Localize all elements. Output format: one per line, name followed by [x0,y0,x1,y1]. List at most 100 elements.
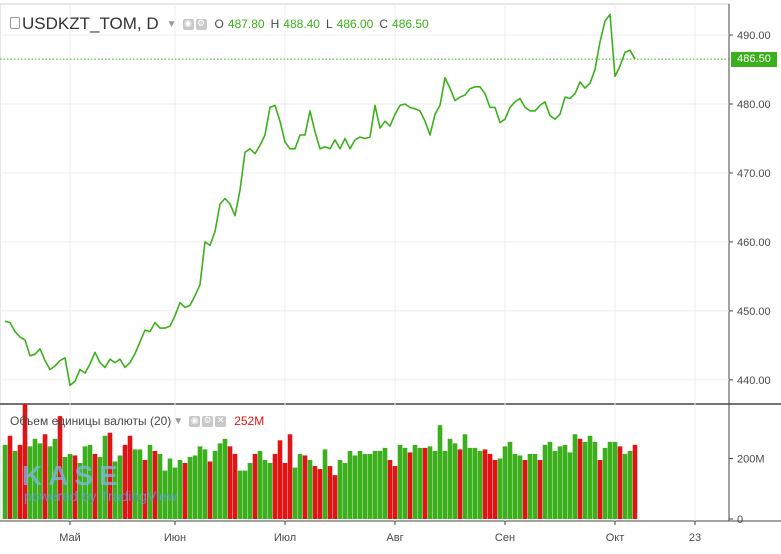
volume-bar [437,425,443,519]
volume-bar [452,443,458,519]
volume-bar [542,444,548,519]
symbol-title[interactable]: USDKZT_TOM, D [22,14,159,33]
volume-bar [182,463,188,519]
volume-bar [632,444,638,519]
volume-bar [422,447,428,519]
chart-header: USDKZT_TOM, D ▼ ◉ ⚙ O 487.80 H 488.40 L … [10,14,429,34]
price-axis[interactable]: 490.00 480.00 470.00 460.00 450.00 440.00 [729,30,771,387]
volume-bar [407,452,413,519]
volume-header: Объем единицы валюты (20) ▼ ◉ ⚙ ✕ 252M [10,414,264,428]
volume-bar [267,463,273,519]
volume-bar [347,450,353,519]
volume-bar [502,446,508,519]
volume-bar [12,450,18,519]
volume-bar [247,463,253,519]
volume-bar [122,444,128,519]
volume-tick-label: 0 [737,514,743,526]
eye-icon[interactable]: ◉ [189,414,201,427]
y-tick-label: 480.00 [737,99,771,111]
volume-bar [462,434,468,519]
volume-bar [382,447,388,519]
chevron-down-icon[interactable]: ▼ [173,415,184,427]
volume-bar [102,435,108,519]
volume-bar [342,463,348,519]
volume-bar [87,444,93,519]
volume-bar [137,449,143,519]
volume-bar [492,459,498,519]
volume-bar [482,449,488,519]
volume-bar [527,453,533,519]
y-tick-label: 440.00 [737,375,771,387]
volume-tick-label: 200M [737,453,765,465]
volume-bar [597,459,603,519]
volume-bar [157,453,163,519]
volume-bar [92,453,98,519]
volume-bar [17,444,23,519]
high-value: 488.40 [283,17,320,31]
chevron-down-icon[interactable]: ▼ [166,18,177,30]
volume-bar [162,470,168,519]
volume-bar [552,450,558,519]
volume-bar [627,450,633,519]
volume-bar [202,449,208,519]
volume-bar [77,463,83,519]
open-label: O [214,17,224,31]
drag-handle-icon[interactable] [10,17,20,29]
x-tick-label: Май [59,532,81,544]
volume-bar [467,447,473,519]
volume-bar [612,441,618,519]
volume-bar [557,446,563,519]
close-label: C [379,17,389,31]
volume-bar [607,441,613,519]
gear-icon[interactable]: ⚙ [202,414,214,427]
gear-icon[interactable]: ⚙ [195,17,207,30]
volume-bars [2,404,638,519]
volume-bar [287,434,293,519]
eye-icon[interactable]: ◉ [182,17,194,30]
volume-bar [37,443,43,519]
volume-bar [577,438,583,519]
volume-bar [547,441,553,519]
low-label: L [325,17,333,31]
volume-bar [142,459,148,519]
volume-bar [277,440,283,519]
volume-bar [512,453,518,519]
volume-bar [22,404,28,519]
y-tick-label: 460.00 [737,237,771,249]
volume-bar [67,453,73,519]
volume-bar [497,458,503,519]
time-axis[interactable]: Май Июн Июл Авг Сен Окт 23 [59,521,701,544]
volume-bar [417,447,423,519]
volume-bar [112,461,118,519]
volume-bar [117,455,123,519]
volume-bar [487,453,493,519]
x-tick-label: Июн [164,532,186,544]
close-icon[interactable]: ✕ [215,414,227,427]
volume-bar [427,446,433,519]
x-tick-label: Окт [606,532,625,544]
volume-bar [192,455,198,519]
volume-bar [327,466,333,519]
volume-bar [272,453,278,519]
volume-bar [582,441,588,519]
volume-bar [147,444,153,519]
volume-bar [232,453,238,519]
y-tick-label: 470.00 [737,168,771,180]
volume-bar [242,470,248,519]
volume-bar [257,450,263,519]
volume-bar [397,444,403,519]
volume-title[interactable]: Объем единицы валюты (20) [10,414,172,428]
volume-bar [197,446,203,519]
volume-bar [402,447,408,519]
kase-logo[interactable]: KASE powered by TradingView [22,460,177,504]
volume-bar [97,456,103,519]
volume-bar [442,450,448,519]
volume-bar [107,432,113,519]
volume-bar [432,450,438,519]
price-line [4,13,636,387]
volume-bar [412,444,418,519]
volume-bar [317,469,323,519]
volume-bar [367,453,373,519]
volume-bar [472,447,478,519]
